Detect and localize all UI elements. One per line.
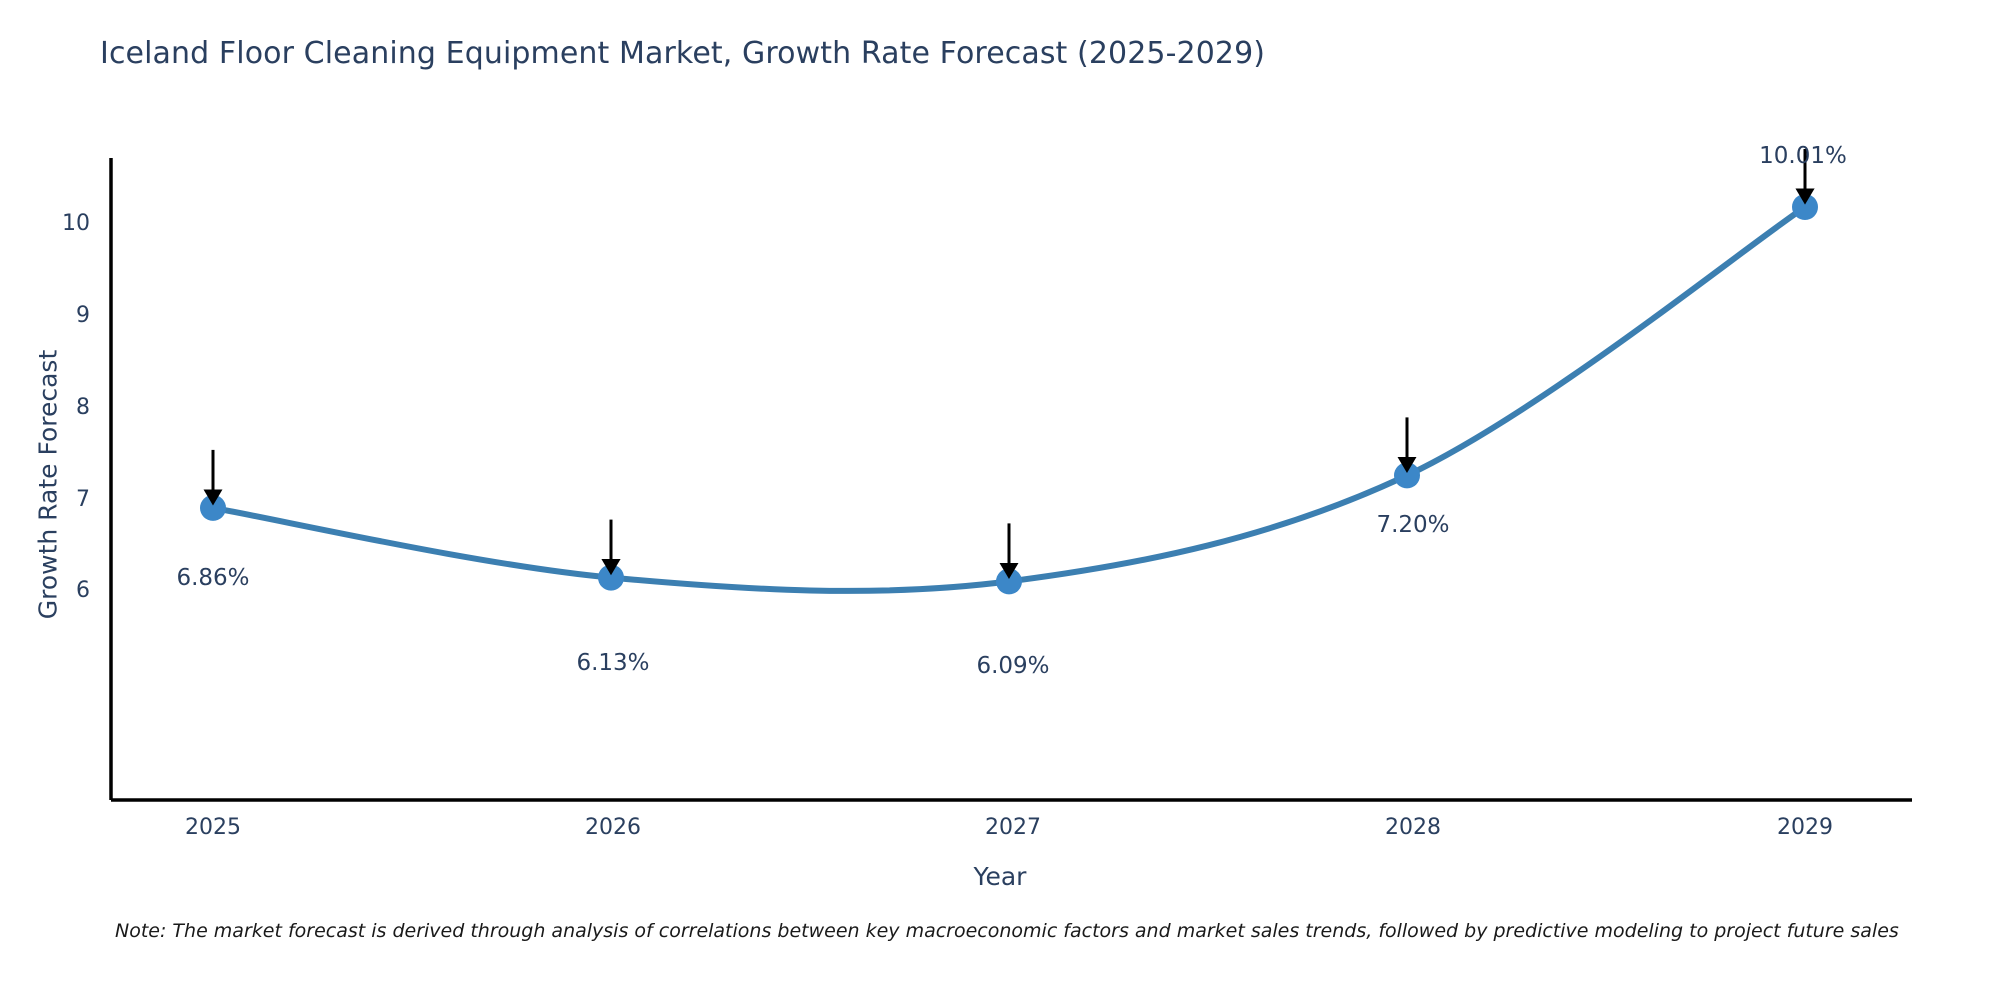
y-tick-label-8: 8 [76,395,90,420]
y-tick-label-9: 9 [76,303,90,328]
chart-footnote: Note: The market forecast is derived thr… [115,920,1899,942]
annotation-arrows [203,149,1815,580]
data-point-marker[interactable] [996,568,1022,595]
x-tick-label-2026: 2026 [585,815,641,840]
x-tick-label-2025: 2025 [185,815,241,840]
data-label-2029: 10.01% [1759,143,1847,169]
y-axis-title: Growth Rate Forecast [33,349,63,620]
data-label-2026: 6.13% [576,650,650,676]
y-tick-label-7: 7 [76,487,90,512]
data-label-2027: 6.09% [976,653,1050,679]
y-tick-label-10: 10 [62,211,90,236]
data-label-2028: 7.20% [1376,512,1450,538]
x-axis-title: Year [973,862,1027,891]
data-label-2025: 6.86% [176,565,250,591]
data-point-marker[interactable] [1394,462,1420,489]
data-point-marker[interactable] [1792,194,1818,220]
data-point-marker[interactable] [598,564,624,591]
x-tick-label-2027: 2027 [985,815,1041,840]
data-point-marker[interactable] [200,494,226,521]
y-tick-label-6: 6 [76,578,90,603]
x-tick-label-2029: 2029 [1777,815,1833,840]
chart-title: Iceland Floor Cleaning Equipment Market,… [100,36,1266,71]
x-tick-label-2028: 2028 [1385,815,1441,840]
